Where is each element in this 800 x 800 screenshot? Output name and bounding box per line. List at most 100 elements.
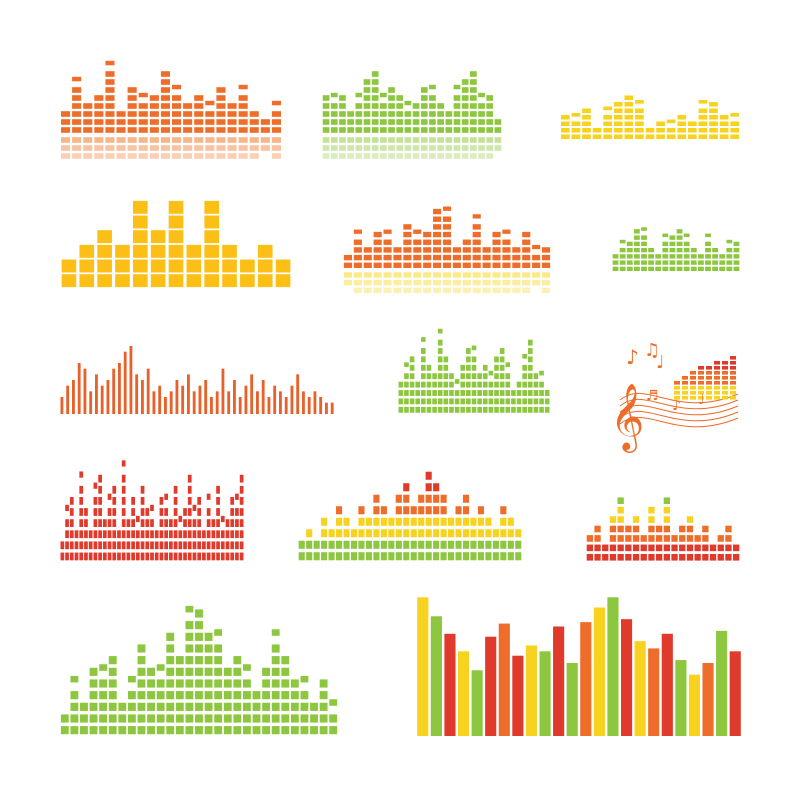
equalizer-segment	[204, 726, 213, 735]
equalizer-segment	[105, 103, 115, 109]
equalizer-segment	[98, 552, 102, 561]
equalizer-segment	[477, 398, 482, 405]
equalizer-segment	[609, 516, 617, 523]
eq-multicolor-svg	[298, 471, 522, 561]
equalizer-reflection	[472, 279, 481, 286]
equalizer-segment	[492, 231, 501, 238]
equalizer-segment	[115, 274, 130, 288]
equalizer-segment	[204, 644, 213, 653]
equalizer-segment	[462, 540, 470, 549]
equalizer-bar	[457, 651, 470, 736]
equalizer-segment	[211, 541, 216, 550]
equalizer-segment	[466, 373, 471, 380]
equalizer-reflection	[522, 287, 531, 294]
equalizer-segment	[655, 266, 662, 272]
equalizer-segment	[135, 541, 140, 550]
equalizer-segment	[93, 508, 98, 516]
equalizer-segment	[192, 530, 197, 539]
equalizer-segment	[175, 702, 184, 711]
equalizer-segment	[412, 119, 420, 125]
equalizer-segment	[197, 497, 202, 505]
equalizer-reflection	[541, 287, 551, 294]
equalizer-segment	[358, 529, 365, 538]
equalizer-segment	[235, 541, 239, 550]
equalizer-segment	[632, 544, 640, 552]
equalizer-segment	[421, 390, 426, 396]
equalizer-segment	[460, 406, 466, 413]
equalizer-segment	[635, 121, 644, 127]
equalizer-segment	[239, 497, 244, 505]
equalizer-segment	[147, 714, 155, 723]
equalizer-segment	[373, 231, 382, 238]
equalizer-segment	[97, 259, 112, 273]
equalizer-segment	[350, 540, 358, 549]
equalizer-segment	[633, 247, 640, 253]
equalizer-segment	[437, 373, 443, 380]
equalizer-segment	[160, 95, 171, 101]
equalizer-segment	[619, 260, 626, 265]
equalizer-segment	[677, 127, 687, 133]
equalizer-segment	[185, 656, 194, 665]
equalizer-segment	[239, 474, 244, 483]
equalizer-segment	[395, 529, 402, 538]
equalizer-segment	[462, 552, 470, 561]
equalizer-bar	[620, 619, 633, 736]
equalizer-bar	[135, 374, 139, 414]
equalizer-segment	[140, 552, 145, 561]
equalizer-segment	[195, 691, 203, 700]
equalizer-segment	[239, 541, 244, 550]
equalizer-bar	[146, 368, 150, 414]
equalizer-segment	[403, 224, 412, 230]
equalizer-segment	[79, 274, 95, 288]
equalizer-reflection	[420, 153, 428, 159]
equalizer-segment	[443, 373, 449, 380]
equalizer-reflection	[271, 153, 282, 159]
equalizer-segment	[175, 656, 184, 665]
equalizer-segment	[156, 714, 165, 723]
equalizer-segment	[175, 726, 184, 735]
equalizer-reflection	[260, 145, 270, 151]
equalizer-segment	[714, 366, 720, 370]
equalizer-segment	[512, 262, 521, 268]
equalizer-segment	[160, 71, 171, 77]
equalizer-segment	[461, 119, 469, 125]
equalizer-reflection	[105, 145, 115, 151]
equalizer-segment	[223, 667, 232, 676]
equalizer-segment	[60, 714, 69, 723]
equalizer-reflection	[343, 272, 353, 278]
equalizer-segment	[613, 101, 623, 107]
equalizer-segment	[328, 529, 335, 538]
equalizer-segment	[409, 406, 415, 413]
equalizer-segment	[70, 726, 79, 735]
equalizer-segment	[79, 497, 84, 505]
equalizer-bar	[164, 397, 167, 414]
equalizer-segment	[471, 356, 477, 363]
equalizer-segment	[460, 381, 466, 388]
equalizer-segment	[415, 398, 421, 405]
equalizer-segment	[698, 108, 708, 114]
equalizer-segment	[515, 540, 522, 549]
equalizer-reflection	[502, 272, 511, 278]
equalizer-segment	[500, 517, 507, 526]
equalizer-segment	[656, 121, 665, 127]
equalizer-peak	[127, 675, 136, 683]
equalizer-segment	[79, 508, 84, 516]
equalizer-segment	[159, 541, 164, 550]
equalizer-segment	[633, 241, 640, 247]
equalizer-segment	[420, 111, 428, 117]
equalizer-segment	[185, 632, 194, 641]
equalizer-segment	[70, 714, 79, 723]
equalizer-bar	[60, 397, 64, 414]
equalizer-reflection	[461, 137, 469, 143]
equalizer-segment	[140, 519, 145, 527]
equalizer-segment	[433, 494, 440, 503]
equalizer-segment	[698, 114, 708, 120]
equalizer-reflection	[383, 287, 392, 294]
equalizer-segment	[187, 497, 192, 505]
equalizer-segment	[98, 497, 102, 505]
equalizer-segment	[722, 371, 728, 375]
equalizer-segment	[373, 247, 382, 253]
equalizer-segment	[298, 552, 305, 561]
equalizer-reflection	[138, 153, 148, 159]
equalizer-segment	[533, 373, 539, 380]
